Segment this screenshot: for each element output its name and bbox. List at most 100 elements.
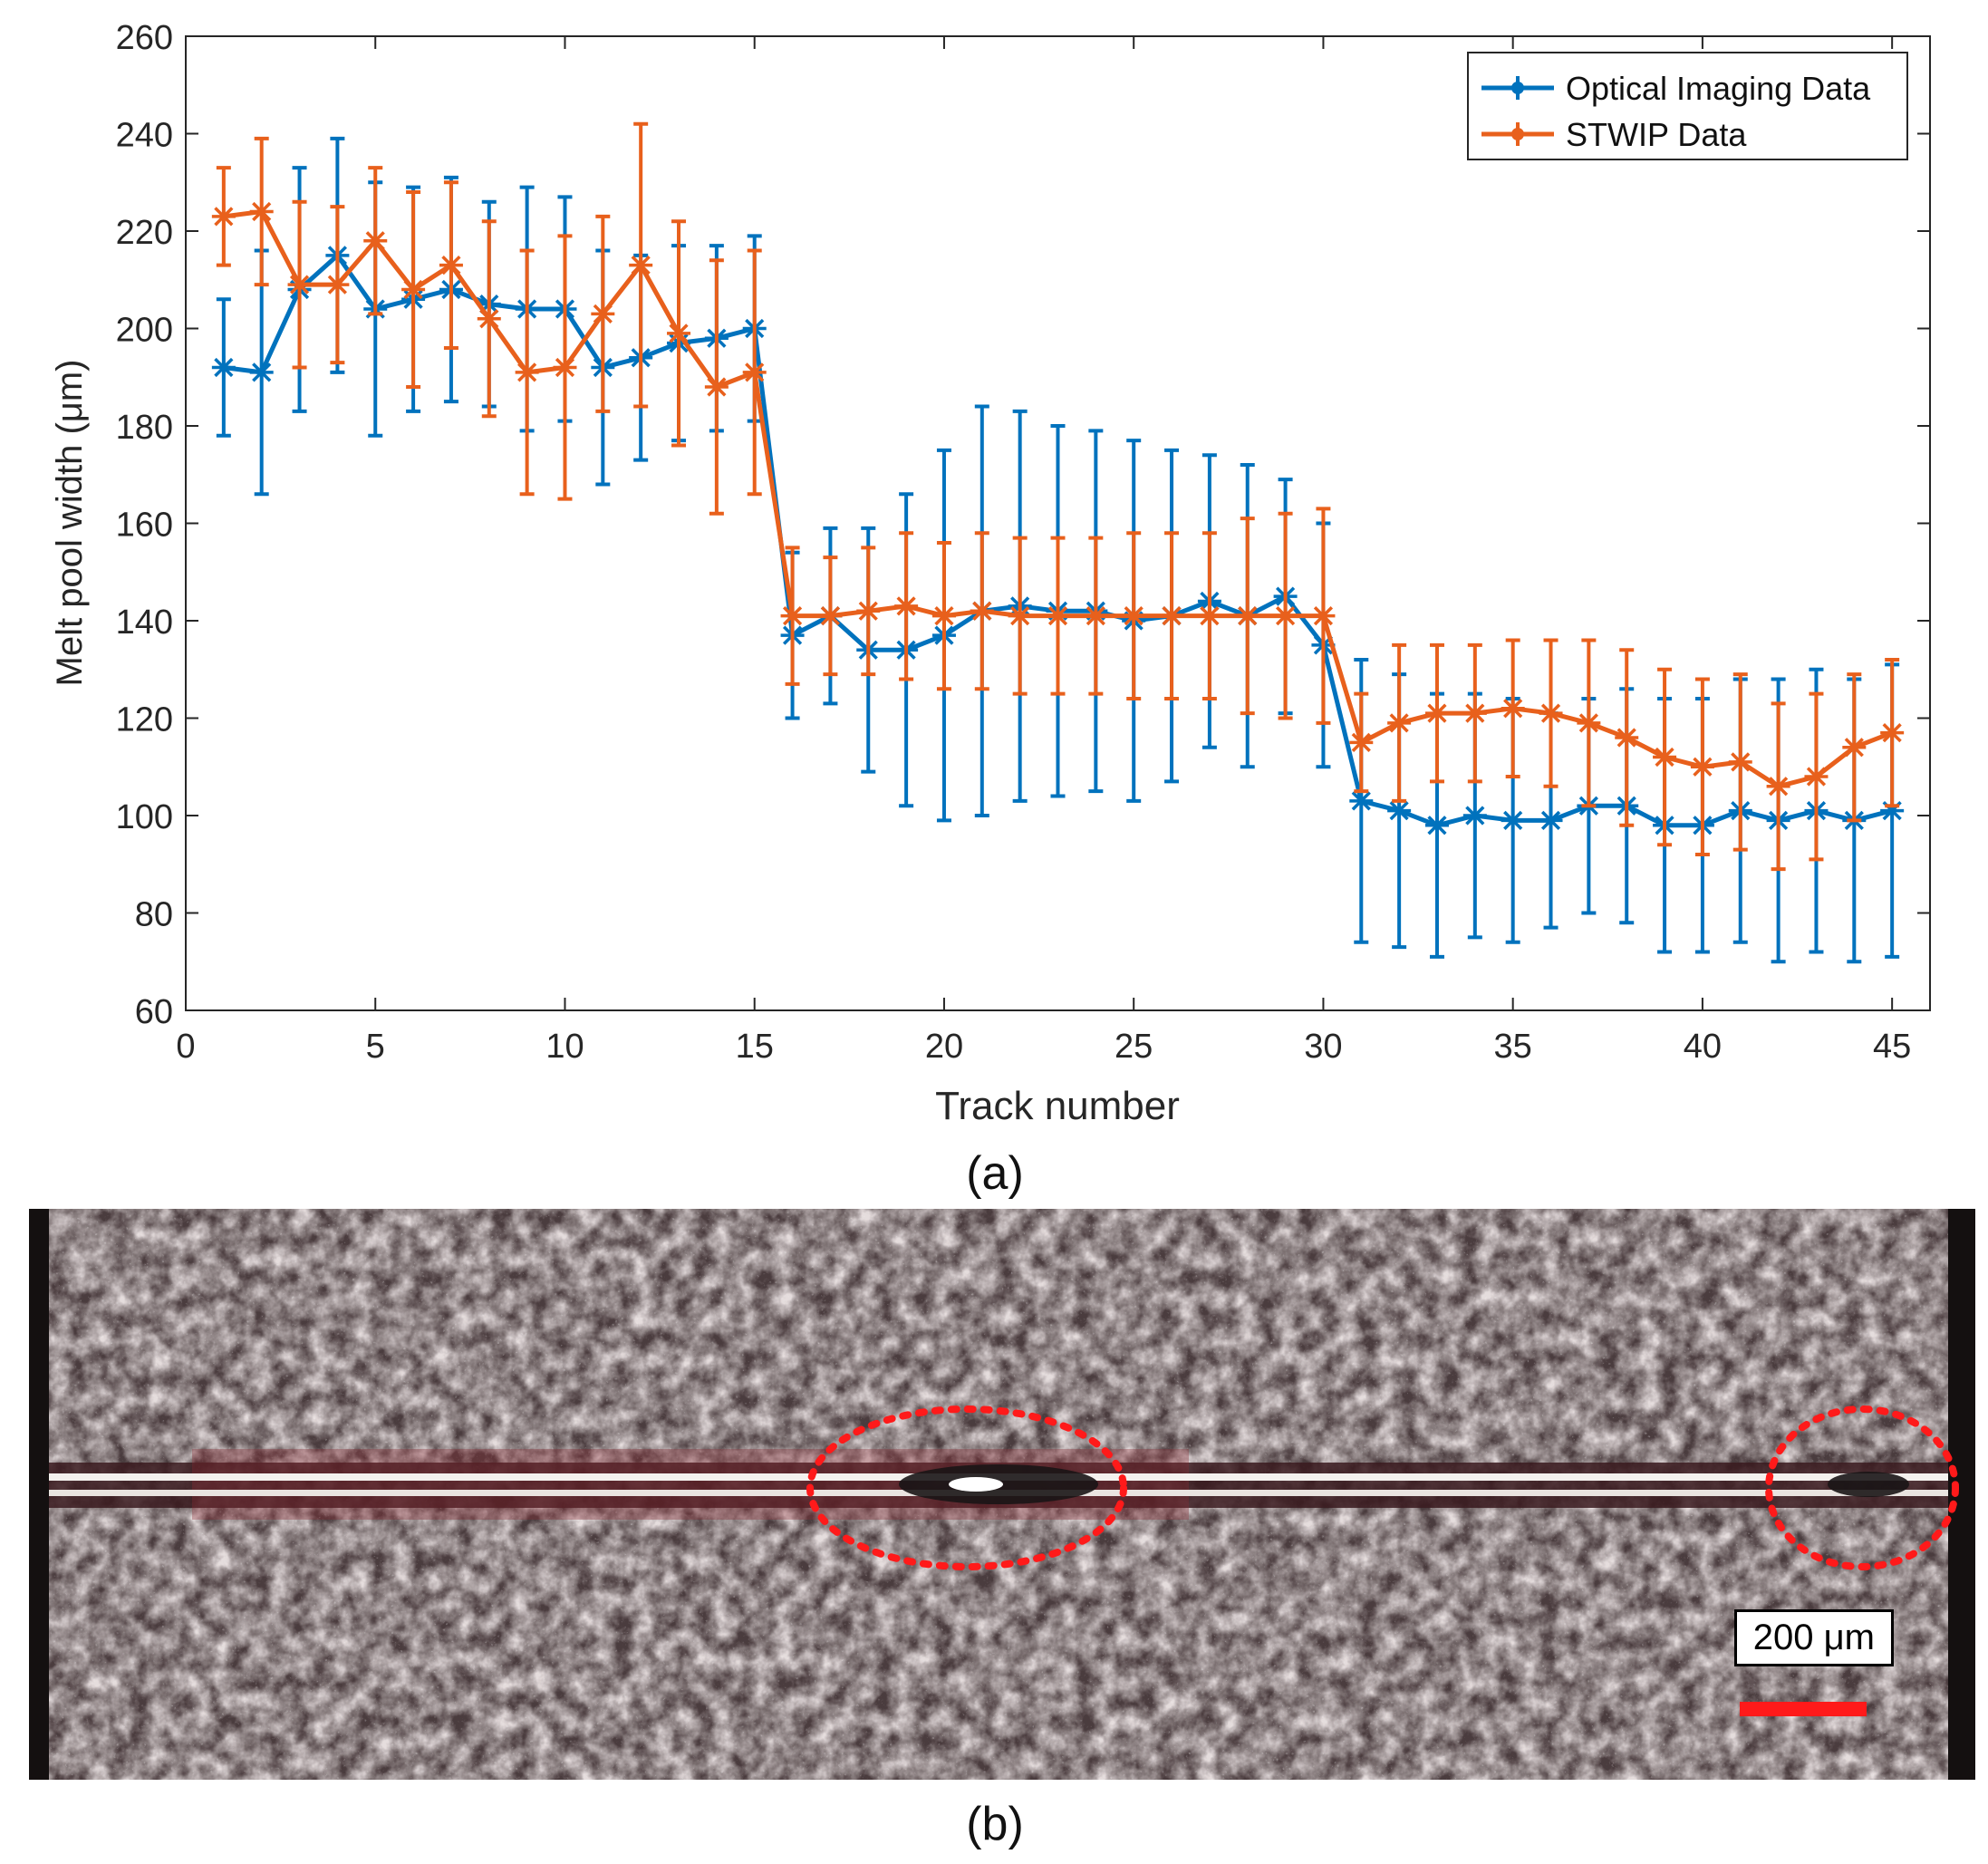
data-point <box>1766 774 1790 798</box>
marker-stroke <box>1124 606 1144 626</box>
y-tick-label: 180 <box>116 409 173 447</box>
legend-label-stwip: STWIP Data <box>1566 116 1747 153</box>
y-tick-label: 260 <box>116 19 173 57</box>
series-stwip <box>211 121 1905 872</box>
marker-stroke <box>252 362 272 382</box>
data-point <box>1387 710 1412 735</box>
marker-stroke <box>820 606 841 626</box>
data-point <box>742 360 767 384</box>
data-point <box>1577 710 1601 735</box>
marker-stroke <box>1540 810 1561 830</box>
marker-stroke <box>1616 728 1636 748</box>
data-point <box>1197 604 1221 628</box>
data-point <box>1160 604 1184 628</box>
marker-stroke <box>1578 713 1598 733</box>
data-point <box>970 599 994 623</box>
marker-stroke <box>1351 732 1371 752</box>
y-tick-label: 200 <box>116 312 173 350</box>
x-tick-label: 35 <box>1494 1028 1532 1066</box>
marker-stroke <box>1427 816 1447 835</box>
x-tick-label: 15 <box>736 1028 774 1066</box>
marker-stroke <box>1540 703 1561 723</box>
legend-label-optical: Optical Imaging Data <box>1566 70 1871 107</box>
marker-stroke <box>1313 606 1334 626</box>
data-point <box>1084 604 1108 628</box>
data-point <box>211 355 236 380</box>
panel-label-b: (b) <box>966 1798 1024 1850</box>
legend-box <box>1467 52 1908 160</box>
marker-stroke <box>745 362 765 382</box>
y-axis-label: Melt pool width (μm) <box>50 360 90 687</box>
y-tick-label: 140 <box>116 604 173 642</box>
data-point <box>1424 701 1449 726</box>
x-axis: 0 5 10 15 20 25 30 35 40 45 <box>176 36 1911 1066</box>
marker-stroke <box>1882 723 1902 743</box>
data-point <box>249 360 274 384</box>
data-point <box>1462 804 1487 827</box>
data-point <box>1842 735 1867 759</box>
marker-stroke <box>517 362 537 382</box>
marker-stroke <box>403 279 423 300</box>
marker-stroke <box>707 377 727 397</box>
marker-stroke <box>1275 606 1296 626</box>
marker-stroke <box>1351 791 1371 811</box>
data-point <box>629 253 653 277</box>
data-point <box>1349 730 1374 755</box>
data-point <box>1235 604 1259 628</box>
data-point <box>1501 808 1525 833</box>
data-point <box>1008 604 1032 628</box>
x-tick-label: 40 <box>1684 1028 1722 1066</box>
micrograph: 200 μm <box>29 1209 1975 1780</box>
y-tick-label: 60 <box>135 993 173 1031</box>
y-tick-label: 120 <box>116 701 173 739</box>
marker-stroke <box>214 207 234 227</box>
data-point <box>287 273 312 297</box>
marker-stroke <box>1200 606 1220 626</box>
marker-stroke <box>1086 606 1105 626</box>
data-point <box>325 273 350 297</box>
legend: Optical Imaging Data STWIP Data <box>1467 52 1908 160</box>
y-tick-label: 220 <box>116 214 173 252</box>
data-point <box>477 306 501 331</box>
marker-stroke <box>441 256 461 275</box>
data-point <box>931 604 956 628</box>
marker-stroke <box>479 309 499 329</box>
defect-circle-center <box>806 1405 1127 1570</box>
data-point <box>1501 696 1525 720</box>
x-tick-label: 25 <box>1115 1028 1153 1066</box>
marker-stroke <box>593 304 613 324</box>
data-point <box>818 604 843 628</box>
marker-stroke <box>555 357 575 378</box>
data-point <box>894 594 919 618</box>
laser-track <box>49 1449 1948 1520</box>
data-point <box>856 599 881 623</box>
defect-circle-right <box>1765 1405 1959 1570</box>
marker-stroke <box>252 201 272 222</box>
y-tick-label: 100 <box>116 798 173 836</box>
data-point <box>1424 813 1449 837</box>
marker-stroke <box>1503 810 1523 830</box>
x-tick-label: 45 <box>1873 1028 1911 1066</box>
y-tick-label: 240 <box>116 117 173 155</box>
marker-stroke <box>1806 767 1827 787</box>
data-point <box>1653 745 1677 769</box>
marker-stroke <box>289 275 310 295</box>
data-point <box>1387 798 1412 823</box>
marker-stroke <box>1047 606 1068 626</box>
marker-stroke <box>365 231 385 251</box>
marker-stroke <box>1844 738 1864 758</box>
marker-stroke <box>1389 801 1409 821</box>
marker-stroke <box>1010 606 1030 626</box>
melt-pool-width-chart: 60 80 100 120 140 160 180 200 220 240 260 0 5 10 15 20… <box>50 19 1931 1128</box>
marker-stroke <box>631 256 651 275</box>
data-point <box>1690 755 1714 779</box>
data-point <box>1804 765 1829 788</box>
panel-label-a: (a) <box>966 1147 1024 1200</box>
marker-stroke <box>858 601 878 621</box>
marker-stroke <box>1465 806 1485 826</box>
marker-stroke <box>1162 606 1182 626</box>
series-layer <box>211 121 1905 964</box>
marker-stroke <box>1465 703 1485 723</box>
data-point <box>363 228 388 253</box>
x-tick-label: 30 <box>1304 1028 1342 1066</box>
